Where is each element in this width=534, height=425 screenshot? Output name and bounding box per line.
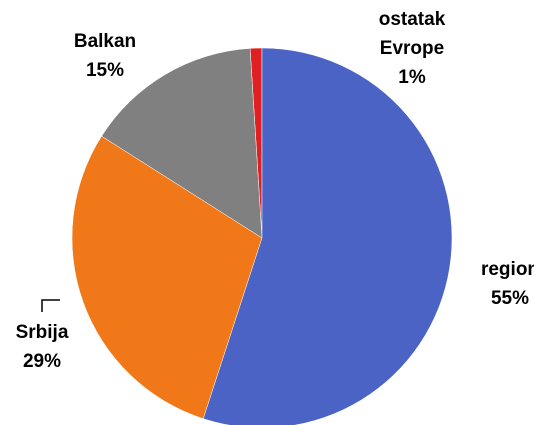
percent-label: 55%: [490, 288, 530, 309]
category-label: Srbija: [15, 322, 69, 343]
data-label: Srbija 29%: [0, 318, 97, 376]
data-label: Balkan 15%: [50, 27, 160, 85]
data-label: ostatak Evrope 1%: [357, 5, 467, 92]
category-label: ostatak Evrope: [378, 9, 446, 59]
category-label: Balkan: [73, 31, 137, 52]
category-label: region: [480, 259, 534, 280]
data-label: region 55%: [455, 255, 534, 313]
leader-line: [41, 299, 60, 312]
percent-label: 15%: [85, 60, 125, 81]
pie-slice: [101, 48, 263, 239]
pie-slice: [71, 135, 263, 420]
percent-label: 1%: [398, 67, 426, 88]
percent-label: 29%: [22, 351, 62, 372]
